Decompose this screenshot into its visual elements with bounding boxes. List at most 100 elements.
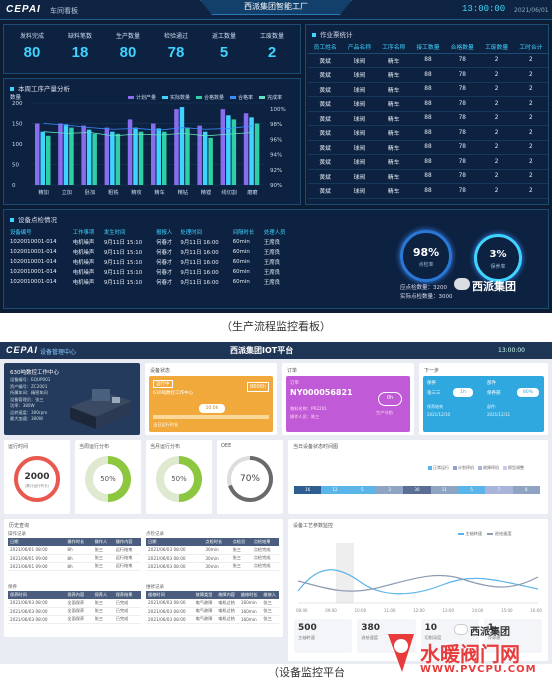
table-cell: 2021/06/01 09:00 — [8, 562, 66, 571]
table-cell: 球阀 — [342, 96, 377, 112]
machine-properties: 设备编号：EQUP001 资产编号：ZC2001 所属车间：精密车间 设备管理员：张三… — [10, 377, 50, 423]
history-header-cell: 点检结果 — [251, 538, 279, 546]
history-section-title: 维修记录 — [146, 585, 164, 590]
next-part-date: 2021/12/11 — [487, 412, 511, 417]
table-row: 黄斌 球阀 精车 88 78 2 2 — [308, 125, 548, 141]
history-section: 维修记录 维修时间 故障类型 故障内容 维修时长 维修人 2021/06/03 08:00 电… — [146, 584, 279, 624]
kpi-item: 检验通过 78 — [154, 31, 198, 61]
history-header-cell: 保养时间 — [8, 591, 66, 599]
x-tick-label: 15:00 — [501, 608, 513, 613]
bar — [151, 123, 156, 185]
timeline-legend: 正常运行 计划停机 故障停机 换型调整 — [428, 454, 546, 473]
table-cell: 电机噪声 — [72, 240, 95, 246]
production-dashboard: CEPAI 车间看板 西派集团智能工厂 13:00:00 2021/06/01 … — [0, 0, 552, 313]
stat-value: 380 — [361, 623, 381, 633]
table-cell: 精车 — [376, 111, 411, 126]
legend-feed-label: 进给速度 — [494, 531, 512, 536]
history-header-cell: 故障类型 — [193, 591, 217, 599]
next-step-card: 下一步 保养 部件 张三三 1h 保养部 80% 保养结束 部件: 2021/1… — [419, 363, 548, 435]
table-cell: 2021/06/03 08:00 — [8, 599, 66, 608]
kpi-item: 生产数量 80 — [106, 31, 150, 61]
x-tick-label: 13:00 — [442, 608, 455, 613]
table-cell: 何春才 — [156, 280, 173, 286]
check-header-cell: 报报人 — [156, 229, 173, 236]
table-cell: 9月11日 15:10 — [103, 280, 143, 286]
history-section: 点检记录 日期 点检时长 点检员 点检结果 2021/06/03 08:00 30min 张三… — [146, 531, 279, 571]
bar — [127, 119, 133, 185]
table-row: 2021/06/03 08:00 30min 张三 点检完成 — [146, 546, 279, 555]
legend-label: 实际数量 — [170, 95, 191, 101]
table-cell: 2 — [513, 111, 548, 126]
table-cell: 2 — [513, 67, 548, 83]
history-header-cell: 保养人 — [92, 591, 114, 599]
table-cell: 2 — [513, 125, 548, 141]
table-cell: 王席良 — [263, 250, 281, 256]
history-header-cell: 故障内容 — [216, 591, 239, 599]
table-cell: 全面保养 — [65, 599, 93, 608]
bar — [226, 115, 231, 185]
order-operator: 操作人员：陈三 — [290, 414, 320, 419]
bar — [138, 131, 144, 185]
table-cell: 2021/06/03 08:00 — [8, 615, 66, 624]
next-box: 保养 部件 张三三 1h 保养部 80% 保养结束 部件: 2021/12/10… — [423, 376, 544, 432]
table-cell: 黄斌 — [308, 125, 343, 141]
table-cell: 78 — [445, 183, 480, 199]
check-rate-value: 98% — [412, 246, 440, 259]
table-cell: 88 — [410, 169, 446, 184]
iot-logo: CEPAI — [6, 345, 38, 355]
x-tick-label: 粗铣 — [108, 188, 119, 196]
machine-property: 运转速度：300rpm — [10, 409, 48, 415]
next-part-desc: 部件: — [487, 404, 497, 409]
chart-title: 本周工序产量分析 — [10, 83, 70, 93]
header-date: 2021/06/01 — [514, 7, 549, 14]
pct-tick-label: 94% — [270, 153, 282, 159]
table-cell: 电机过热 — [216, 599, 239, 608]
history-header-cell: 维修人 — [261, 591, 279, 599]
table-cell: 球阀 — [342, 140, 377, 155]
machine-property: 最大加速：300W — [10, 416, 44, 421]
week-dist-gauge: 50% — [85, 456, 131, 502]
x-tick-label: 09:00 — [325, 608, 337, 613]
status-machine: 630吨数控工作中心 — [153, 391, 194, 396]
table-cell: 9月11日 15:10 — [103, 270, 143, 276]
stat-value: 500 — [298, 623, 317, 633]
pct-tick-label: 100% — [270, 107, 286, 113]
legend-label: 合格率 — [238, 95, 254, 101]
table-row: 2021/06/01 09:00 8h 张三 运行结束 — [8, 562, 141, 571]
table-cell: 30min — [203, 554, 231, 563]
history-header-cell: 保养结果 — [113, 591, 141, 599]
bar — [133, 127, 138, 185]
timeline-legend-item: 换型调整 — [503, 465, 524, 471]
legend-swatch-feed — [487, 533, 494, 535]
pct-tick-label: 92% — [270, 168, 282, 174]
actual-check-count: 实际点检数量：3000 — [400, 294, 453, 300]
table-cell: 全面保养 — [65, 615, 93, 624]
table-cell: 160min — [238, 599, 262, 608]
timeline-cell: 12 — [321, 486, 349, 494]
table-cell: 精车 — [376, 125, 411, 141]
table-cell: 王席良 — [263, 240, 281, 246]
table-cell: 球阀 — [342, 53, 377, 68]
bar — [162, 131, 167, 185]
table-row: 1020010001-014 电机噪声 9月11日 15:10 何春才 9月11日 16… — [7, 247, 292, 257]
history-section: 操作记录 日期 操作时长 操作人 操作内容 2021/06/01 08:00 8h 张三 运行结… — [8, 531, 141, 571]
machine-property: 功率：380W — [10, 403, 35, 408]
watermark-text: 西派集团 — [472, 280, 516, 293]
history-header-row: 保养时间 保养内容 保养人 保养结果 — [8, 591, 141, 599]
table-cell: 精车 — [376, 169, 411, 184]
table-cell: 球阀 — [342, 111, 377, 126]
stat-value: 1 — [487, 623, 495, 633]
history-header-row: 日期 点检时长 点检员 点检结果 — [146, 538, 279, 546]
table-cell: 点检完成 — [251, 554, 279, 563]
status-card-title: 设备状态 — [150, 368, 171, 374]
bar — [46, 135, 51, 185]
bar — [35, 123, 40, 185]
order-cycle-label: 生产节拍 — [376, 410, 393, 415]
kpi-label: 工废数量 — [259, 33, 284, 40]
bar — [92, 133, 97, 185]
table-cell: 张三 — [92, 615, 114, 624]
bar — [86, 129, 92, 185]
kpi-value: 18 — [71, 44, 89, 61]
table-row: 黄斌 球阀 精车 88 78 2 2 — [308, 183, 548, 199]
next-part-person: 保养部 — [487, 391, 501, 396]
